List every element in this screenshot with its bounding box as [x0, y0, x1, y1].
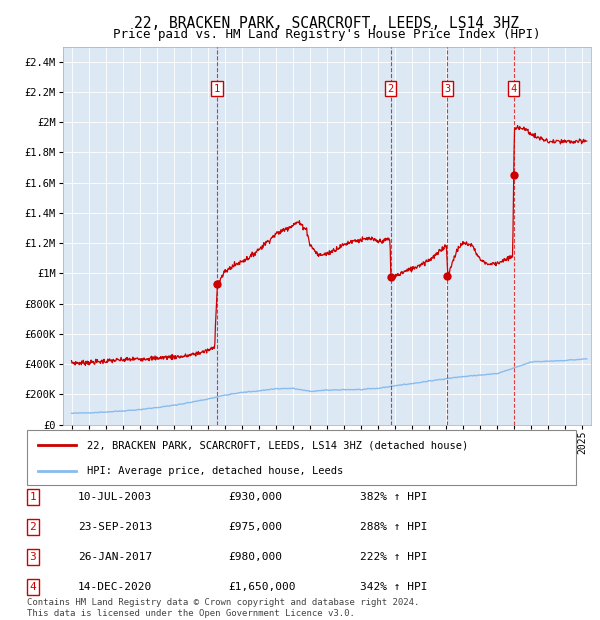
Text: 222% ↑ HPI: 222% ↑ HPI [360, 552, 427, 562]
Text: 4: 4 [29, 582, 37, 592]
FancyBboxPatch shape [27, 430, 576, 485]
Text: £980,000: £980,000 [228, 552, 282, 562]
Text: 23-SEP-2013: 23-SEP-2013 [78, 522, 152, 532]
Text: £975,000: £975,000 [228, 522, 282, 532]
Text: 382% ↑ HPI: 382% ↑ HPI [360, 492, 427, 502]
Text: 3: 3 [29, 552, 37, 562]
Text: This data is licensed under the Open Government Licence v3.0.: This data is licensed under the Open Gov… [27, 609, 355, 618]
Text: 10-JUL-2003: 10-JUL-2003 [78, 492, 152, 502]
Text: Price paid vs. HM Land Registry's House Price Index (HPI): Price paid vs. HM Land Registry's House … [113, 28, 541, 41]
Text: 2: 2 [29, 522, 37, 532]
Text: 4: 4 [511, 84, 517, 94]
Text: 22, BRACKEN PARK, SCARCROFT, LEEDS, LS14 3HZ: 22, BRACKEN PARK, SCARCROFT, LEEDS, LS14… [134, 16, 520, 31]
Text: 26-JAN-2017: 26-JAN-2017 [78, 552, 152, 562]
Text: 14-DEC-2020: 14-DEC-2020 [78, 582, 152, 592]
Text: Contains HM Land Registry data © Crown copyright and database right 2024.: Contains HM Land Registry data © Crown c… [27, 598, 419, 607]
Text: 2: 2 [388, 84, 394, 94]
Text: 1: 1 [29, 492, 37, 502]
Text: 342% ↑ HPI: 342% ↑ HPI [360, 582, 427, 592]
Text: 288% ↑ HPI: 288% ↑ HPI [360, 522, 427, 532]
Text: 22, BRACKEN PARK, SCARCROFT, LEEDS, LS14 3HZ (detached house): 22, BRACKEN PARK, SCARCROFT, LEEDS, LS14… [88, 440, 469, 450]
Text: 1: 1 [214, 84, 220, 94]
Text: HPI: Average price, detached house, Leeds: HPI: Average price, detached house, Leed… [88, 466, 344, 476]
Text: £1,650,000: £1,650,000 [228, 582, 296, 592]
Text: 3: 3 [444, 84, 451, 94]
Text: £930,000: £930,000 [228, 492, 282, 502]
